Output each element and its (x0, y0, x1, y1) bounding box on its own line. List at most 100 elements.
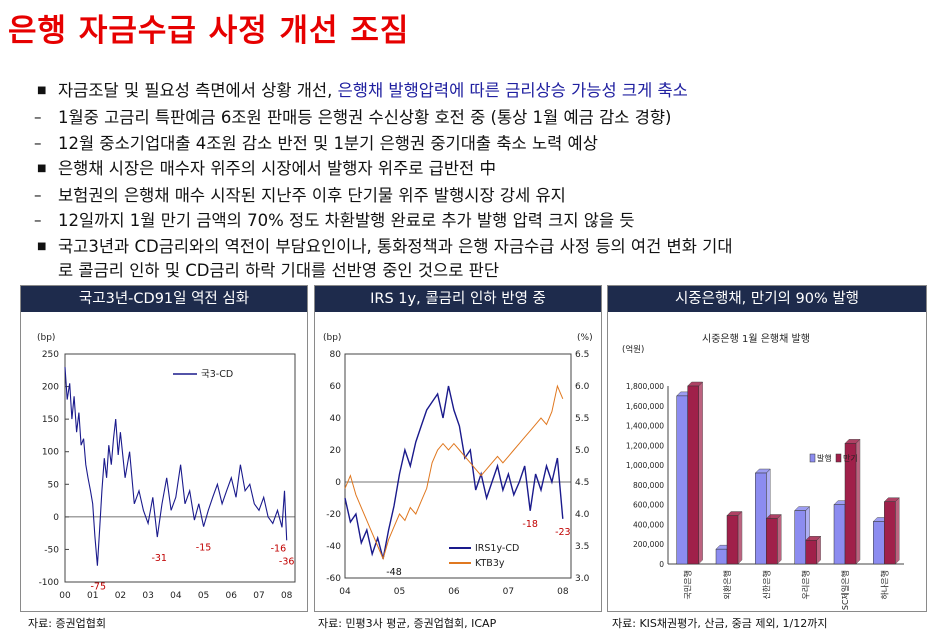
bar (883, 497, 900, 565)
bullet-item: 국고3년과 CD금리와의 역전이 부담요인이나, 통화정책과 은행 자금수급 사… (34, 234, 924, 261)
y-tick-label: 1,200,000 (626, 441, 664, 450)
data-label: -16 (271, 543, 287, 554)
y-tick-label: 0 (53, 513, 59, 523)
x-tick-label: 01 (87, 591, 98, 601)
legend-swatch (835, 453, 842, 463)
chart-irs: (bp) (%) 80 60 40 20 0 -20 -40 -60 6.5 6.0 5.5 5.0 4.5… (323, 333, 593, 597)
unit-label: (%) (577, 333, 593, 343)
bar (805, 535, 822, 565)
x-tick-label: 04 (170, 591, 182, 601)
data-label: -15 (196, 543, 212, 554)
bullet-text: 국고3년과 CD금리와의 역전이 부담요인이나, 통화정책과 은행 자금수급 사… (58, 234, 924, 261)
y-tick-label: 600,000 (633, 501, 664, 510)
y-tick-label-right: 4.5 (575, 478, 589, 488)
y-tick-label-right: 5.5 (575, 414, 589, 424)
unit-label: (bp) (323, 333, 341, 343)
square-bullet-icon (34, 78, 58, 105)
bullet-text: 자금조달 및 필요성 측면에서 상황 개선, 은행채 발행압력에 따른 금리상승… (58, 78, 924, 105)
square-bullet-icon (34, 156, 58, 183)
chart-bank-bonds: 시중은행 1월 은행채 발행 (억원) 1,800,000 1,600,000 1,40… (622, 333, 904, 610)
unit-label: (억원) (622, 344, 644, 355)
panel-header: 시중은행채, 만기의 90% 발행 (608, 286, 926, 312)
y-tick-label: 250 (42, 350, 59, 360)
y-tick-label-right: 3.5 (575, 542, 589, 552)
bullet-text: 1월중 고금리 특판예금 6조원 판매등 은행권 수신상황 호전 중 (통상 1… (58, 105, 924, 130)
x-tick-label: 06 (226, 591, 238, 601)
y-tick-label-right: 6.0 (575, 382, 590, 392)
x-tick-label: 07 (253, 591, 264, 601)
series-line (344, 384, 564, 561)
y-tick-label: -100 (39, 578, 60, 588)
y-tick-label: -50 (44, 545, 59, 555)
dash-bullet-icon (34, 208, 58, 233)
y-tick-label-right: 5.0 (575, 446, 590, 456)
square-bullet-icon (34, 234, 58, 261)
source-note: 자료: 증권업협회 (28, 617, 107, 630)
bullet-item: 1월중 고금리 특판예금 6조원 판매등 은행권 수신상황 호전 중 (통상 1… (34, 105, 924, 130)
y-tick-label: -60 (326, 574, 341, 584)
y-tick-label: 1,800,000 (626, 382, 664, 391)
dash-bullet-icon (34, 183, 58, 208)
dash-bullet-icon (34, 131, 58, 156)
data-label: -48 (386, 567, 402, 578)
legend-label: 만기 (843, 454, 858, 463)
y-tick-label: 400,000 (633, 520, 664, 529)
chart-spread: (bp) 250 200 150 100 50 0 -50 -100 00 01 02 03 04 05 06… (37, 333, 296, 601)
legend-label: KTB3y (475, 558, 505, 569)
source-note: 자료: KIS채권평가, 산금, 중금 제외, 1/12까지 (612, 617, 828, 630)
data-label: -23 (555, 527, 571, 538)
x-tick-label: 08 (281, 591, 293, 601)
y-tick-label: 200,000 (633, 540, 664, 549)
bullet-continuation: 로 콜금리 인하 및 CD금리 하락 기대를 선반영 중인 것으로 판단 (58, 261, 499, 281)
bullet-text-main: 국고3년과 CD금리와의 역전이 부담요인이나, 통화정책과 은행 자금수급 사… (58, 236, 733, 256)
y-tick-label: 80 (330, 350, 342, 360)
y-tick-label: 800,000 (633, 481, 664, 490)
x-tick-label: 00 (59, 591, 71, 601)
x-tick-label: 05 (394, 587, 405, 597)
y-tick-label: 200 (42, 383, 59, 393)
page-title: 은행 자금수급 사정 개선 조짐 (8, 13, 410, 49)
chart-panel-irs: IRS 1y, 콜금리 인하 반영 중 (bp) (%) 80 60 40 20 0 -20 -… (314, 285, 602, 612)
legend-label: 국3-CD (201, 369, 233, 380)
chart-panel-spread: 국고3년-CD91일 역전 심화 (bp) 250 200 150 100 50 0 -50 -… (20, 285, 308, 612)
chart-title: 시중은행 1월 은행채 발행 (702, 333, 810, 345)
series-line (64, 366, 288, 566)
bar (844, 438, 861, 565)
y-tick-label-right: 3.0 (575, 574, 590, 584)
x-tick-label: 국민은행 (683, 570, 693, 599)
x-tick-label: 03 (142, 591, 153, 601)
dash-bullet-icon (34, 105, 58, 130)
unit-label: (bp) (37, 333, 55, 343)
x-tick-label: 02 (115, 591, 126, 601)
y-tick-label-right: 6.5 (575, 350, 589, 360)
bullet-item: 12일까지 1월 만기 금액의 70% 정도 차환발행 완료로 추가 발행 압력… (34, 208, 924, 233)
y-tick-label: 1,000,000 (626, 461, 664, 470)
bar (687, 381, 704, 565)
bullet-item: 12월 중소기업대출 4조원 감소 반전 및 1분기 은행권 중기대출 축소 노… (34, 131, 924, 156)
x-tick-label: 신한은행 (761, 570, 771, 599)
y-tick-label: 1,600,000 (626, 402, 664, 411)
y-tick-label: -40 (326, 542, 341, 552)
y-tick-label: 0 (335, 478, 341, 488)
panel-header: 국고3년-CD91일 역전 심화 (21, 286, 307, 312)
y-tick-label: 100 (42, 448, 59, 458)
bullet-text: 12일까지 1월 만기 금액의 70% 정도 차환발행 완료로 추가 발행 압력… (58, 208, 924, 233)
x-tick-label: SC제일은행 (840, 570, 850, 610)
plot-area (344, 353, 572, 579)
source-note: 자료: 민평3사 평균, 증권업협회, ICAP (318, 617, 497, 630)
legend-label: IRS1y-CD (475, 543, 519, 554)
bullet-text: 은행채 시장은 매수자 위주의 시장에서 발행자 위주로 급반전 中 (58, 156, 924, 183)
bullet-highlight: 은행채 발행압력에 따른 금리상승 가능성 크게 축소 (337, 81, 688, 100)
plot-area (64, 353, 296, 583)
bullet-text-main: 은행채 시장은 매수자 위주의 시장에서 발행자 위주로 급반전 中 (58, 158, 496, 178)
bullet-text: 보험권의 은행채 매수 시작된 지난주 이후 단기물 위주 발행시장 강세 유지 (58, 183, 924, 208)
bullet-text-main: 1월중 고금리 특판예금 6조원 판매등 은행권 수신상황 호전 중 (통상 1… (58, 108, 672, 128)
y-tick-label: 50 (48, 480, 60, 490)
x-tick-label: 06 (448, 587, 460, 597)
bullet-text-main: 12월 중소기업대출 4조원 감소 반전 및 1분기 은행권 중기대출 축소 노… (58, 133, 598, 153)
panel-header: IRS 1y, 콜금리 인하 반영 중 (315, 286, 601, 312)
y-tick-label: 40 (330, 414, 342, 424)
legend-swatch (809, 453, 816, 463)
y-tick-label: 60 (330, 382, 342, 392)
bar (726, 510, 743, 565)
